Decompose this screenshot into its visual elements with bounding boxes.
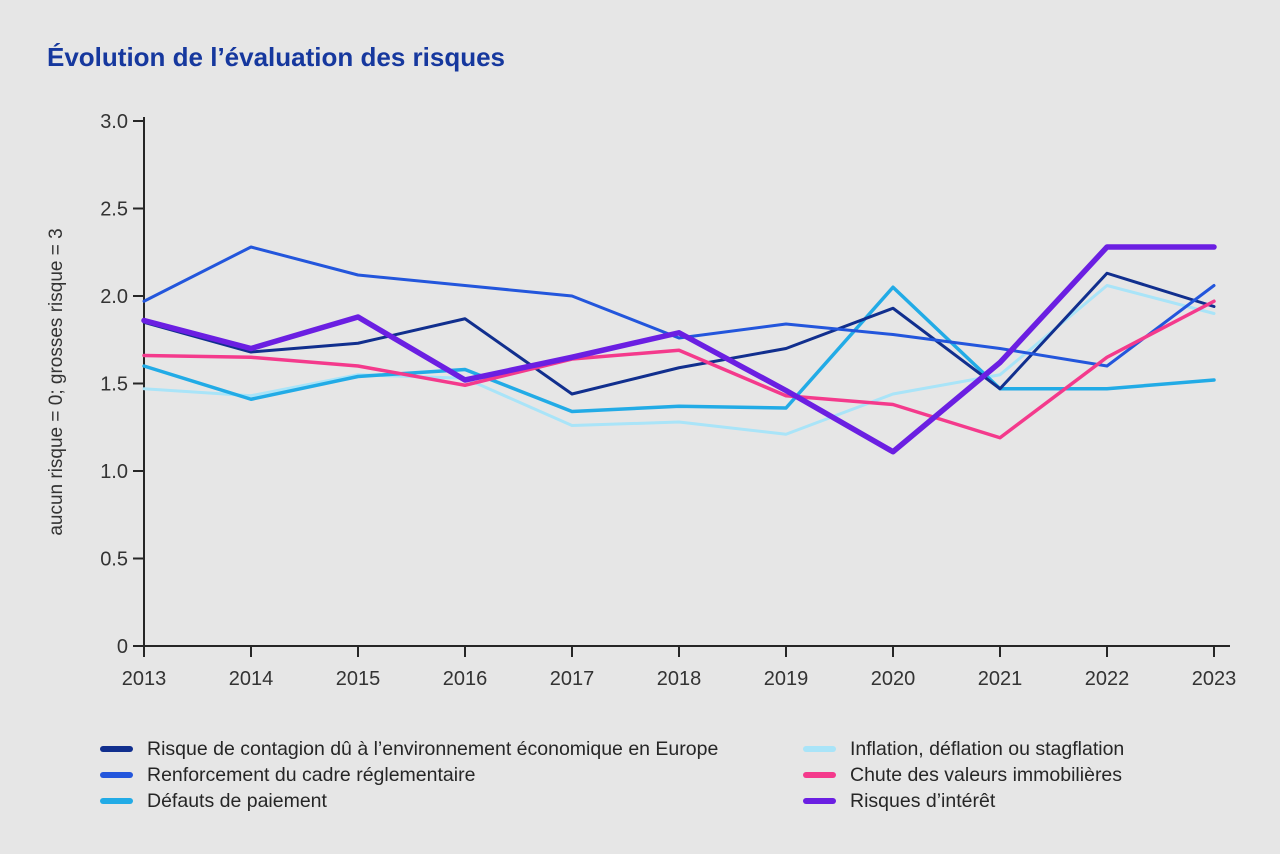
y-tick-label: 3.0 <box>100 111 128 133</box>
line-chart: 0 0.5 1.0 1.5 2.0 2.5 3.0 2013 2014 2015 2016 2017 2… <box>46 111 1237 690</box>
y-tick-label: 2.5 <box>100 199 128 221</box>
legend-swatch <box>100 798 133 804</box>
legend-item: Chute des valeurs immobilières <box>803 762 1124 788</box>
series-line-4 <box>142 299 1216 440</box>
y-tick-label: 2.0 <box>100 286 128 308</box>
series-line-1 <box>142 245 1216 368</box>
legend-item: Renforcement du cadre réglementaire <box>100 762 718 788</box>
x-tick-label: 2023 <box>1192 668 1237 690</box>
x-tick-label: 2013 <box>122 668 167 690</box>
y-tick-label: 1.0 <box>100 461 128 483</box>
legend-column-right: Inflation, déflation ou stagflation Chute… <box>803 736 1124 814</box>
y-axis-title: aucun risque = 0; grosses risque = 3 <box>46 228 67 535</box>
legend-label: Chute des valeurs immobilières <box>850 763 1123 786</box>
legend-swatch <box>803 746 836 752</box>
x-tick-label: 2021 <box>978 668 1023 690</box>
x-tick-label: 2019 <box>764 668 809 690</box>
x-tick-label: 2015 <box>336 668 381 690</box>
y-tick-label: 0.5 <box>100 549 128 571</box>
legend-swatch <box>100 772 133 778</box>
legend-item: Inflation, déflation ou stagflation <box>803 736 1124 762</box>
legend-label: Risque de contagion dû à l’environnement… <box>147 737 719 760</box>
legend-label: Défauts de paiement <box>147 789 327 812</box>
legend-label: Renforcement du cadre réglementaire <box>147 763 476 786</box>
legend-swatch <box>803 798 836 804</box>
x-tick-label: 2018 <box>657 668 702 690</box>
legend-item: Défauts de paiement <box>100 788 718 814</box>
legend-label: Risques d’intérêt <box>850 789 996 812</box>
y-tick-label: 0 <box>117 636 128 658</box>
legend-swatch <box>803 772 836 778</box>
x-tick-label: 2017 <box>550 668 595 690</box>
x-tick-label: 2022 <box>1085 668 1130 690</box>
page-title: Évolution de l’évaluation des risques <box>47 42 505 72</box>
series-line-3 <box>142 284 1216 436</box>
legend-swatch <box>100 746 133 752</box>
legend-item: Risque de contagion dû à l’environnement… <box>100 736 718 762</box>
legend-label: Inflation, déflation ou stagflation <box>850 737 1125 760</box>
y-tick-label: 1.5 <box>100 374 128 396</box>
series-line-5 <box>141 244 1217 455</box>
x-tick-label: 2016 <box>443 668 488 690</box>
series-line-0 <box>142 271 1216 396</box>
x-tick-label: 2014 <box>229 668 274 690</box>
legend-item: Risques d’intérêt <box>803 788 1124 814</box>
legend-column-left: Risque de contagion dû à l’environnement… <box>100 736 718 814</box>
series-line-2 <box>142 285 1216 414</box>
x-tick-label: 2020 <box>871 668 916 690</box>
